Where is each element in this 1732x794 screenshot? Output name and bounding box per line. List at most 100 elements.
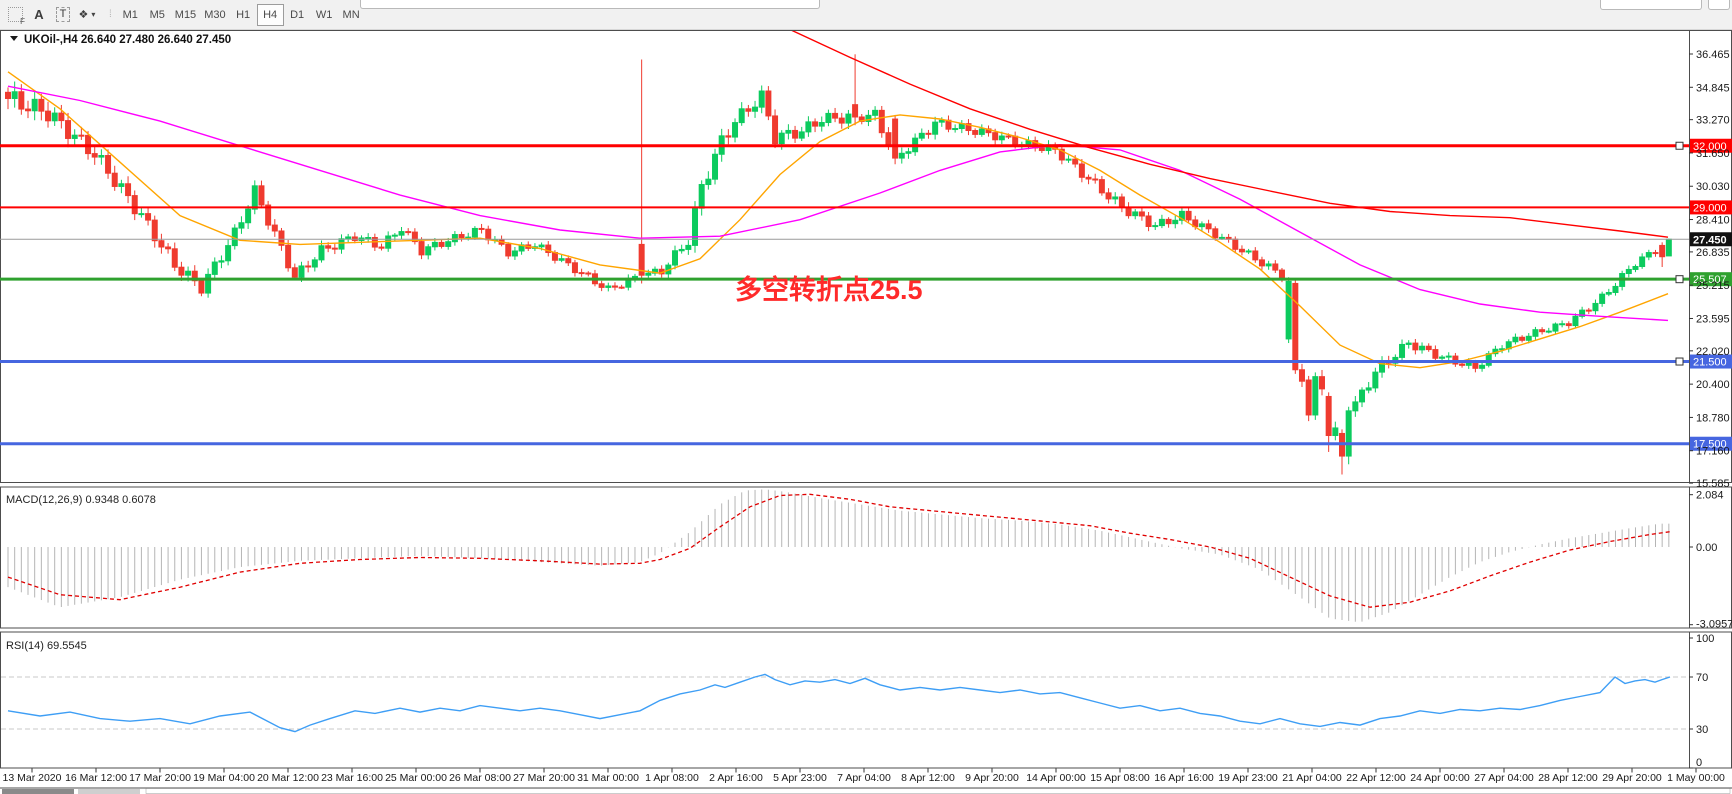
candle-body xyxy=(1512,336,1519,343)
candle-body xyxy=(1285,280,1292,340)
candle-body xyxy=(672,250,678,266)
candle-body xyxy=(285,244,292,269)
time-axis-label[interactable]: 28 Apr 12:00 xyxy=(1538,772,1598,784)
time-axis-label[interactable]: 26 Mar 08:00 xyxy=(449,772,511,784)
timeframe-button-h1[interactable]: H1 xyxy=(230,4,257,26)
candle-body xyxy=(1552,323,1559,332)
candle-body xyxy=(1305,379,1312,416)
time-axis-label[interactable]: 7 Apr 04:00 xyxy=(837,772,891,784)
candle-body xyxy=(1318,376,1325,390)
main-pane[interactable] xyxy=(0,30,1732,483)
ma-medium-magenta xyxy=(7,85,1669,322)
time-axis-label[interactable]: 16 Apr 16:00 xyxy=(1154,772,1214,784)
candle-body xyxy=(1559,323,1566,326)
candle-body xyxy=(805,121,812,133)
time-axis-label[interactable]: 9 Apr 20:00 xyxy=(965,772,1019,784)
time-axis-label[interactable]: 24 Apr 00:00 xyxy=(1410,772,1470,784)
candle-body xyxy=(411,231,418,243)
time-axis-label[interactable]: 21 Apr 04:00 xyxy=(1282,772,1342,784)
candle-body xyxy=(745,108,752,112)
candle-body xyxy=(1592,302,1599,312)
macd-pane[interactable] xyxy=(0,486,1732,629)
time-axis-label[interactable]: 1 Apr 08:00 xyxy=(645,772,699,784)
text-label-button[interactable]: T xyxy=(52,4,74,26)
candle-body xyxy=(511,250,518,257)
time-axis-label[interactable]: 15 Apr 08:00 xyxy=(1090,772,1150,784)
drawing-tools-button[interactable]: ❖ ▾ xyxy=(76,4,98,26)
bottom-tab-light[interactable] xyxy=(78,789,140,794)
time-axis-label[interactable]: 27 Mar 20:00 xyxy=(513,772,575,784)
font-tool-button[interactable]: A xyxy=(28,4,50,26)
candle-body xyxy=(391,234,398,237)
hline-price-badge xyxy=(1690,436,1732,451)
candle-body xyxy=(165,246,172,250)
candle-body xyxy=(1652,252,1659,255)
rsi-line xyxy=(7,673,1671,733)
time-axis-label[interactable]: 8 Apr 12:00 xyxy=(901,772,955,784)
price-tick-label: 28.410 xyxy=(1696,215,1730,227)
candle-body xyxy=(952,128,959,131)
hline-handle[interactable] xyxy=(1675,141,1684,150)
candle-body xyxy=(685,244,692,250)
chart-window[interactable]: 32.000 29.000 25.507 21.500 17.500 27.450 36.4… xyxy=(0,30,1732,794)
price-tick-label: 23.595 xyxy=(1696,313,1730,325)
candle-body xyxy=(972,130,979,135)
candle-body xyxy=(405,231,412,234)
hline-handle[interactable] xyxy=(1675,275,1684,284)
timeframe-button-m1[interactable]: M1 xyxy=(117,4,144,26)
hline-handle[interactable] xyxy=(1675,357,1684,366)
candle-body xyxy=(1645,252,1652,258)
time-axis-label[interactable]: 17 Mar 20:00 xyxy=(129,772,191,784)
candle-body xyxy=(171,248,178,268)
price-tick-label: 33.270 xyxy=(1696,115,1730,127)
candle-body xyxy=(178,266,185,276)
time-axis-label[interactable]: 27 Apr 04:00 xyxy=(1474,772,1534,784)
candle-body xyxy=(1445,355,1452,358)
price-tick-label: 34.845 xyxy=(1696,82,1730,94)
candle-body xyxy=(698,184,705,209)
price-tick-label: 15.585 xyxy=(1696,478,1730,490)
annotation-text[interactable]: 多空转折点25.5 xyxy=(735,274,923,305)
timeframe-button-w1[interactable]: W1 xyxy=(311,4,338,26)
candle-body xyxy=(578,272,585,275)
candle-body xyxy=(151,219,158,242)
symbol-dropdown-icon[interactable] xyxy=(10,36,18,41)
time-axis-label[interactable]: 31 Mar 00:00 xyxy=(577,772,639,784)
time-axis-label[interactable]: 5 Apr 23:00 xyxy=(773,772,827,784)
timeframe-button-h4[interactable]: H4 xyxy=(256,3,284,26)
candle-body xyxy=(51,112,58,122)
time-axis-label[interactable]: 14 Apr 00:00 xyxy=(1026,772,1086,784)
timeframe-button-d1[interactable]: D1 xyxy=(284,4,311,26)
candle-body xyxy=(618,286,625,289)
timeframe-button-mn[interactable]: MN xyxy=(338,4,365,26)
candle-body xyxy=(185,270,192,276)
timeframe-button-m5[interactable]: M5 xyxy=(144,4,171,26)
time-axis-label[interactable]: 16 Mar 12:00 xyxy=(65,772,127,784)
time-axis-label[interactable]: 19 Mar 04:00 xyxy=(193,772,255,784)
rsi-pane[interactable] xyxy=(0,631,1732,769)
crosshair-grid-button[interactable]: F xyxy=(4,4,26,26)
time-axis-label[interactable]: 20 Mar 12:00 xyxy=(257,772,319,784)
timeframe-button-m15[interactable]: M15 xyxy=(171,4,200,26)
time-axis-label[interactable]: 13 Mar 2020 xyxy=(3,772,62,784)
candle-body xyxy=(31,98,38,112)
candle-body xyxy=(832,112,839,119)
bottom-tab-dark[interactable] xyxy=(2,789,74,794)
time-axis-label[interactable]: 29 Apr 20:00 xyxy=(1602,772,1662,784)
candle-body xyxy=(105,155,112,174)
candle-body xyxy=(1599,293,1606,304)
candle-body xyxy=(311,259,318,268)
time-axis-label[interactable]: 23 Mar 16:00 xyxy=(321,772,383,784)
time-axis-label[interactable]: 25 Mar 00:00 xyxy=(385,772,447,784)
time-axis-label[interactable]: 22 Apr 12:00 xyxy=(1346,772,1406,784)
candle-body xyxy=(1078,163,1085,178)
candle-body xyxy=(118,183,125,187)
font-icon: A xyxy=(34,7,44,22)
candle-body xyxy=(431,241,438,248)
time-axis-label[interactable]: 19 Apr 23:00 xyxy=(1218,772,1278,784)
time-axis-label[interactable]: 2 Apr 16:00 xyxy=(709,772,763,784)
time-axis-label[interactable]: 1 May 00:00 xyxy=(1667,772,1725,784)
candle-body xyxy=(765,90,772,117)
candle-body xyxy=(938,119,945,123)
timeframe-button-m30[interactable]: M30 xyxy=(200,4,229,26)
